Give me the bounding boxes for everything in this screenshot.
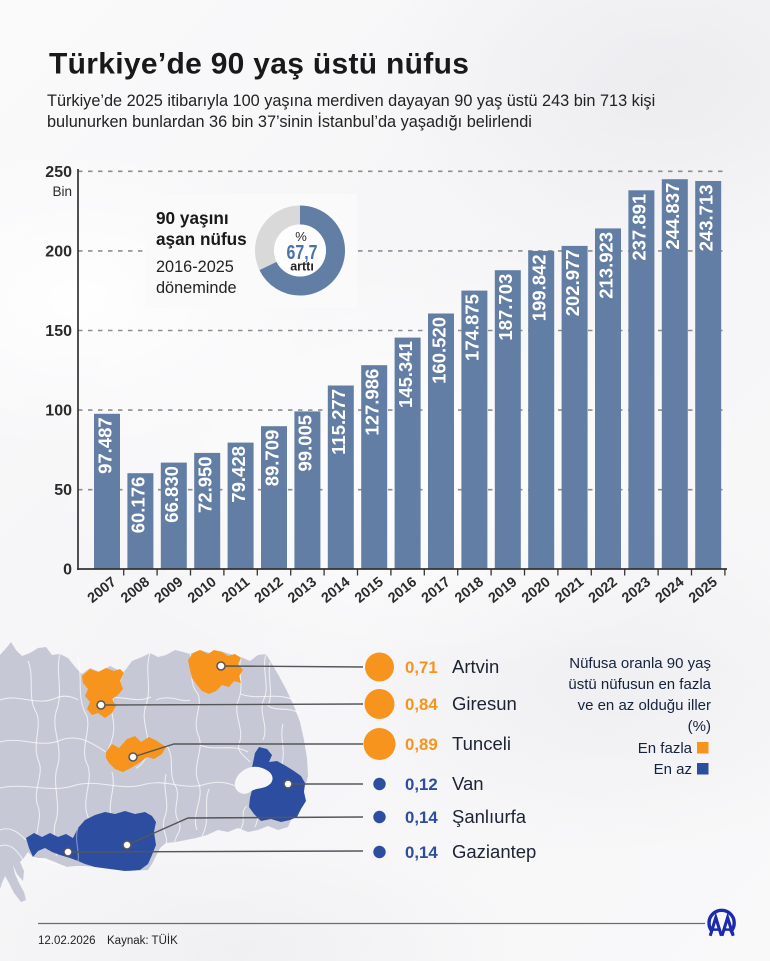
svg-text:Giresun: Giresun	[452, 693, 517, 714]
svg-text:2010: 2010	[185, 574, 220, 606]
svg-text:12.02.2026: 12.02.2026	[38, 935, 96, 947]
svg-text:2021: 2021	[552, 574, 587, 606]
svg-text:0,14: 0,14	[405, 843, 438, 862]
svg-text:2017: 2017	[419, 574, 454, 606]
svg-text:2013: 2013	[285, 574, 320, 606]
svg-text:0,12: 0,12	[405, 775, 438, 794]
svg-text:Tunceli: Tunceli	[452, 733, 511, 754]
svg-text:(%): (%)	[688, 718, 711, 735]
svg-text:2009: 2009	[152, 574, 187, 606]
svg-text:187.703: 187.703	[495, 274, 516, 341]
svg-text:2015: 2015	[352, 574, 387, 606]
svg-text:0,14: 0,14	[405, 808, 438, 827]
svg-text:Artvin: Artvin	[452, 656, 499, 677]
svg-text:bulunurken bunlardan 36 bin 37: bulunurken bunlardan 36 bin 37’sinin İst…	[47, 112, 532, 131]
svg-text:174.875: 174.875	[462, 294, 483, 361]
svg-text:2020: 2020	[519, 574, 554, 606]
svg-text:66.830: 66.830	[161, 466, 182, 523]
svg-text:arttı: arttı	[290, 260, 314, 274]
svg-text:2012: 2012	[252, 574, 287, 606]
svg-text:Şanlıurfa: Şanlıurfa	[452, 806, 527, 827]
svg-text:100: 100	[45, 403, 72, 420]
svg-text:2008: 2008	[118, 574, 153, 606]
svg-text:Kaynak: TÜİK: Kaynak: TÜİK	[107, 934, 178, 947]
svg-text:237.891: 237.891	[629, 194, 650, 261]
svg-text:2019: 2019	[486, 574, 521, 606]
svg-text:243.713: 243.713	[696, 185, 717, 252]
svg-text:ve en az olduğu iller: ve en az olduğu iller	[578, 697, 711, 714]
svg-text:Nüfusa oranla 90 yaş: Nüfusa oranla 90 yaş	[569, 655, 711, 672]
svg-text:50: 50	[54, 482, 72, 499]
svg-text:202.977: 202.977	[562, 249, 583, 316]
svg-text:En fazla: En fazla	[638, 740, 693, 757]
svg-text:127.986: 127.986	[362, 369, 383, 436]
svg-text:145.341: 145.341	[395, 341, 416, 408]
svg-text:Van: Van	[452, 773, 484, 794]
svg-text:Bin: Bin	[52, 184, 72, 199]
svg-text:2024: 2024	[653, 574, 688, 606]
svg-text:Türkiye’de 2025 itibarıyla 100: Türkiye’de 2025 itibarıyla 100 yaşına me…	[47, 92, 655, 110]
svg-text:60.176: 60.176	[128, 477, 149, 534]
svg-text:67,7: 67,7	[287, 241, 318, 264]
svg-text:2007: 2007	[85, 574, 120, 606]
svg-text:Türkiye’de 90 yaş üstü nüfus: Türkiye’de 90 yaş üstü nüfus	[49, 48, 469, 81]
svg-text:89.709: 89.709	[261, 430, 282, 487]
svg-text:%: %	[295, 229, 307, 244]
svg-text:0,84: 0,84	[405, 695, 438, 714]
svg-text:0: 0	[63, 562, 72, 579]
svg-text:244.837: 244.837	[662, 183, 683, 250]
svg-text:97.487: 97.487	[94, 417, 115, 474]
svg-text:0,89: 0,89	[405, 735, 438, 754]
svg-text:160.520: 160.520	[428, 317, 449, 384]
svg-text:Gaziantep: Gaziantep	[452, 841, 536, 862]
svg-text:döneminde: döneminde	[156, 279, 237, 297]
svg-text:üstü nüfusun en fazla: üstü nüfusun en fazla	[568, 676, 711, 693]
svg-text:2023: 2023	[619, 574, 654, 606]
svg-text:2014: 2014	[319, 574, 354, 606]
svg-text:En az: En az	[654, 761, 692, 778]
svg-text:99.005: 99.005	[295, 415, 316, 472]
svg-text:aşan nüfus: aşan nüfus	[156, 229, 247, 249]
svg-text:2022: 2022	[586, 574, 621, 606]
svg-text:213.923: 213.923	[595, 232, 616, 299]
svg-text:2018: 2018	[452, 574, 487, 606]
svg-text:2016: 2016	[385, 574, 420, 606]
svg-text:199.842: 199.842	[529, 254, 550, 321]
svg-text:72.950: 72.950	[195, 456, 216, 513]
svg-text:2016-2025: 2016-2025	[156, 258, 234, 276]
svg-text:150: 150	[45, 323, 72, 340]
svg-text:250: 250	[45, 164, 72, 181]
svg-text:79.428: 79.428	[228, 446, 249, 503]
svg-text:2011: 2011	[219, 574, 253, 606]
svg-text:115.277: 115.277	[328, 389, 349, 455]
svg-text:200: 200	[45, 243, 72, 260]
svg-text:0,71: 0,71	[405, 658, 438, 677]
svg-text:2025: 2025	[686, 574, 721, 606]
svg-text:90 yaşını: 90 yaşını	[156, 208, 229, 228]
